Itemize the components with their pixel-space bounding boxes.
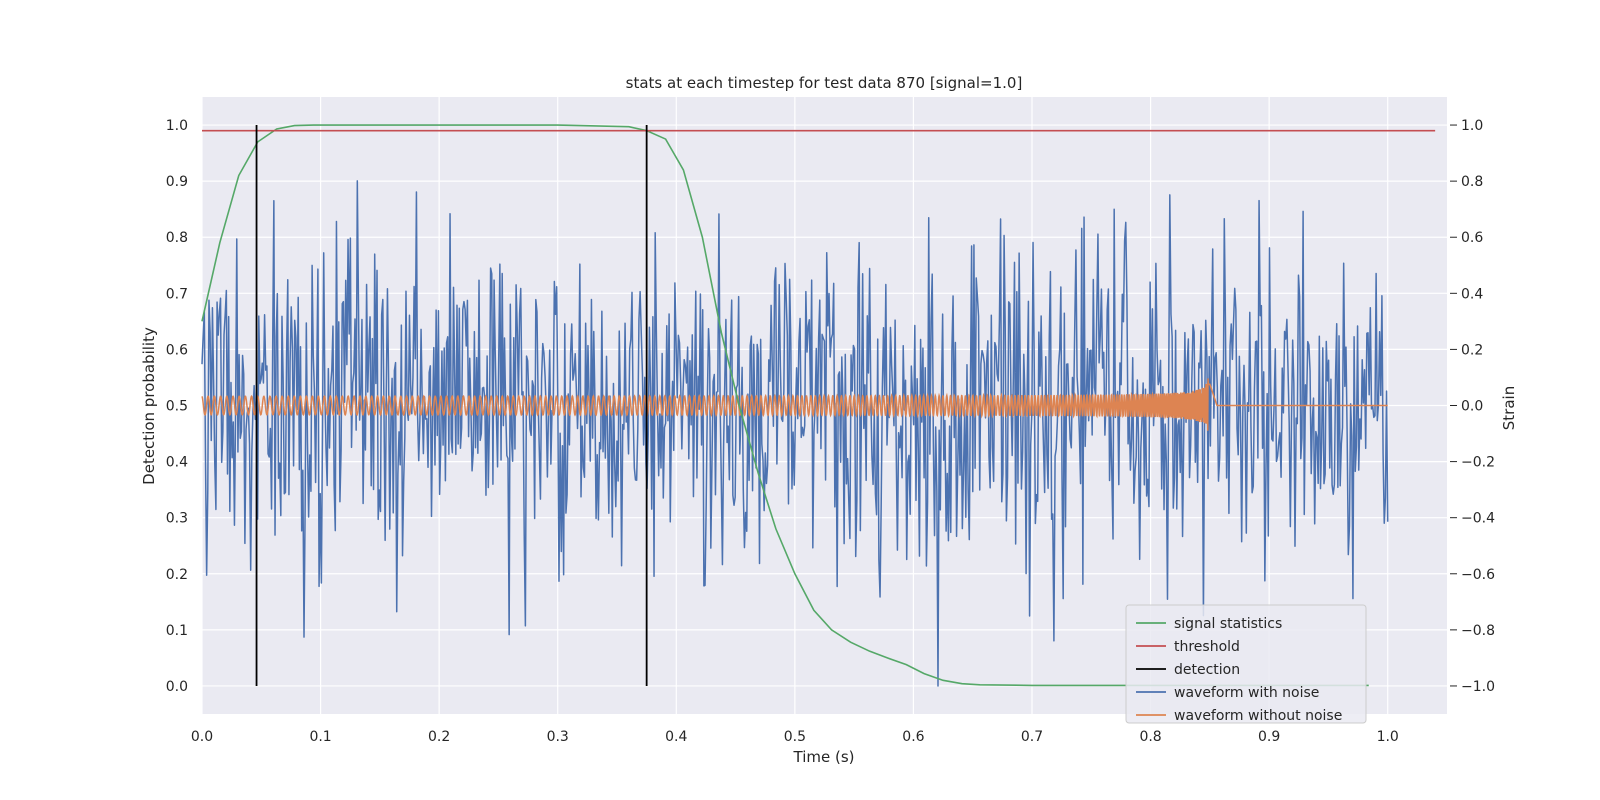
y-right-tick-label: −0.4 [1461, 511, 1495, 527]
y-right-tick-label: −0.2 [1461, 455, 1495, 471]
legend-label: waveform without noise [1174, 708, 1342, 724]
y-right-tick-label: −1.0 [1461, 679, 1495, 695]
x-tick-label: 0.8 [1139, 729, 1161, 745]
y-right-tick-label: 0.6 [1461, 230, 1483, 246]
legend-box [1125, 604, 1367, 724]
y-right-tick-label: 0.8 [1461, 174, 1483, 190]
waveform-with-noise-line [201, 180, 1389, 687]
y-left-tick-label: 0.6 [166, 342, 188, 358]
x-tick-label: 0.3 [547, 729, 569, 745]
y-left-tick-label: 0.5 [166, 399, 188, 415]
y-right-tick-label: −0.8 [1461, 623, 1495, 639]
legend-label: waveform with noise [1174, 685, 1319, 701]
x-tick-label: 0.5 [784, 729, 806, 745]
y-axis-right-label: Strain [1500, 386, 1518, 430]
axes-layer: 0.0 0.1 0.2 0.3 0.4 0.5 0.6 0.7 0.8 0.9 1.0 0.0 0.1 0… [166, 118, 1495, 745]
y-right-tick-label: 0.2 [1461, 342, 1483, 358]
legend-label: threshold [1174, 639, 1240, 655]
legend-label: detection [1174, 662, 1240, 678]
y-left-tick-label: 0.1 [166, 623, 188, 639]
waveform-without-noise-line [201, 378, 1388, 431]
x-tick-label: 0.9 [1258, 729, 1280, 745]
y-right-tick-label: 0.0 [1461, 399, 1483, 415]
x-tick-label: 0.4 [665, 729, 687, 745]
y-left-tick-label: 1.0 [166, 118, 188, 134]
y-left-tick-label: 0.8 [166, 230, 188, 246]
y-left-tick-label: 0.3 [166, 511, 188, 527]
x-axis-label: Time (s) [793, 748, 855, 766]
y-left-tick-label: 0.9 [166, 174, 188, 190]
y-axis-left-label: Detection probability [140, 327, 158, 485]
x-tick-label: 0.2 [428, 729, 450, 745]
x-tick-label: 0.0 [191, 729, 213, 745]
x-tick-label: 0.6 [902, 729, 924, 745]
x-tick-label: 0.7 [1021, 729, 1043, 745]
x-tick-label: 0.1 [309, 729, 331, 745]
signal-statistics-line [201, 124, 1369, 687]
y-right-tick-label: 1.0 [1461, 118, 1483, 134]
x-tick-label: 1.0 [1377, 729, 1399, 745]
legend-label: signal statistics [1174, 616, 1282, 632]
y-left-tick-label: 0.0 [166, 679, 188, 695]
y-right-tick-label: −0.6 [1461, 567, 1495, 583]
y-left-tick-label: 0.4 [166, 455, 188, 471]
chart-title: stats at each timestep for test data 870… [626, 74, 1023, 92]
y-right-tick-label: 0.4 [1461, 286, 1483, 302]
legend: signal statistics threshold detection wavef… [1125, 604, 1367, 724]
y-left-tick-label: 0.7 [166, 286, 188, 302]
series-layer [201, 124, 1436, 687]
y-left-tick-label: 0.2 [166, 567, 188, 583]
